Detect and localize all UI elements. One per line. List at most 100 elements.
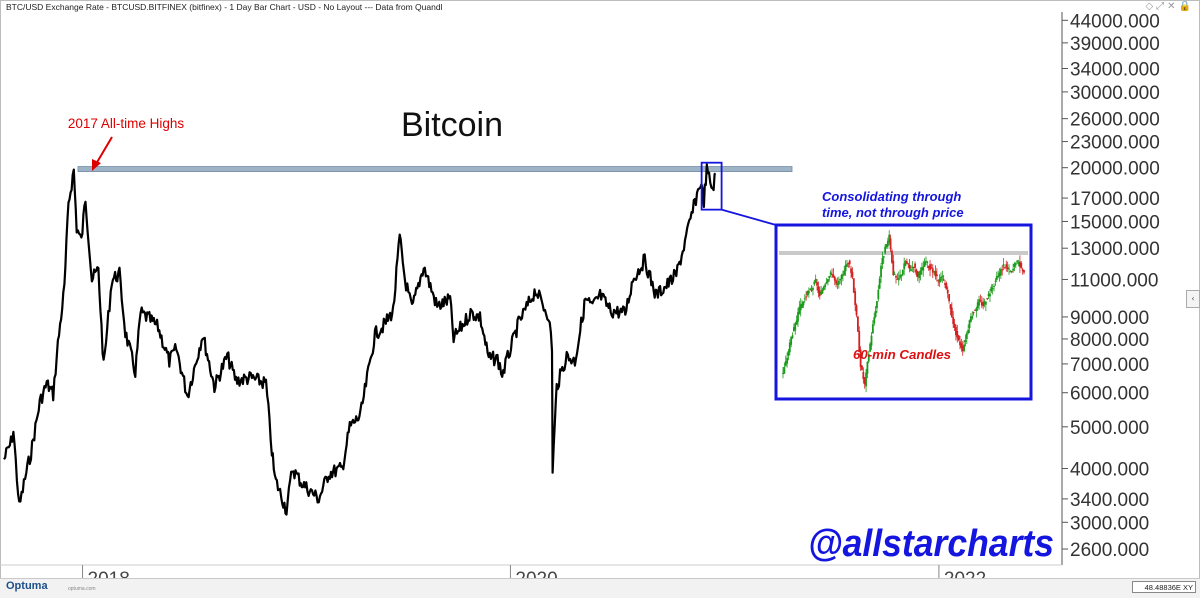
inset-candle-body xyxy=(854,291,857,306)
inset-candle-body xyxy=(945,283,948,290)
inset-candle-body xyxy=(827,278,829,283)
inset-candle-body xyxy=(975,308,978,312)
y-tick-label: 3400.000 xyxy=(1070,490,1149,511)
inset-candle-body xyxy=(821,289,824,294)
y-tick-label: 8000.000 xyxy=(1070,330,1149,351)
bottom-status-bar xyxy=(0,578,1200,598)
inset-candle-body xyxy=(1020,263,1023,268)
inset-candle-body xyxy=(903,263,906,270)
inset-candle-body xyxy=(918,272,921,279)
inset-candle-body xyxy=(978,299,980,306)
inset-candle-body xyxy=(995,276,998,280)
inset-candle-body xyxy=(792,327,795,331)
y-tick-label: 20000.000 xyxy=(1070,159,1160,180)
consolidating-line-2: time, not through price xyxy=(822,205,964,220)
inset-candle-body xyxy=(840,274,843,280)
inset-candle-body xyxy=(1008,268,1010,270)
inset-candle-body xyxy=(856,316,859,332)
inset-candle-body xyxy=(874,310,877,318)
inset-candle-body xyxy=(922,266,925,271)
y-tick-label: 44000.000 xyxy=(1070,11,1160,32)
inset-candle-body xyxy=(961,345,964,352)
watermark-handle: @allstarcharts xyxy=(808,523,1054,565)
inset-candle-body xyxy=(881,257,884,265)
inset-candle-body xyxy=(895,276,897,278)
inset-candle-body xyxy=(931,268,934,273)
inset-candle-body xyxy=(788,342,791,353)
resistance-line xyxy=(77,166,793,172)
chevron-left-icon[interactable]: ‹ xyxy=(1186,290,1200,308)
inset-candle-body xyxy=(820,291,823,295)
inset-candle-body xyxy=(952,316,955,325)
inset-candle-body xyxy=(899,274,901,278)
optuma-logo-text: Optuma xyxy=(6,580,48,592)
inset-candle-body xyxy=(923,261,926,267)
inset-candle-body xyxy=(896,278,899,280)
inset-candle-body xyxy=(806,290,809,296)
inset-candle-body xyxy=(802,301,805,306)
inset-candle-body xyxy=(869,343,872,352)
inset-candle-body xyxy=(831,274,833,276)
inset-candle-body xyxy=(983,301,986,305)
inset-candle-body xyxy=(798,306,801,314)
inset-candle-body xyxy=(787,351,790,356)
inset-candle-body xyxy=(812,287,814,290)
inset-candle-body xyxy=(844,264,847,272)
inset-candle-body xyxy=(994,280,997,282)
callout-connector-line xyxy=(721,208,777,226)
y-tick-label: 2600.000 xyxy=(1070,540,1149,561)
inset-candle-body xyxy=(990,286,993,292)
inset-candle-body xyxy=(822,286,825,290)
inset-candle-body xyxy=(809,288,812,290)
optuma-logo: Optuma xyxy=(6,580,48,592)
lock-icon[interactable]: 🔒 xyxy=(1178,1,1194,12)
ath-label: 2017 All-time Highs xyxy=(68,116,185,131)
inset-candle-body xyxy=(848,260,851,265)
close-icon[interactable]: ✕ xyxy=(1167,1,1179,12)
expand-icon[interactable]: ⤢ xyxy=(1156,1,1168,12)
inset-candle-body xyxy=(920,267,923,271)
diamond-icon[interactable]: ◇ xyxy=(1145,1,1157,12)
inset-candle-body xyxy=(851,271,854,278)
inset-candle-body xyxy=(907,263,910,265)
ath-arrow-head xyxy=(92,159,101,171)
inset-candle-body xyxy=(967,329,970,334)
inset-candle-body xyxy=(925,260,927,262)
inset-candle-body xyxy=(805,296,808,298)
inset-candle-body xyxy=(877,289,880,300)
window-controls[interactable]: ◇⤢✕🔒 xyxy=(1145,1,1194,12)
y-tick-label: 5000.000 xyxy=(1070,418,1149,439)
inset-candle-body xyxy=(960,343,963,348)
inset-candle-body xyxy=(911,266,914,268)
y-tick-label: 4000.000 xyxy=(1070,460,1149,481)
inset-candle-body xyxy=(885,244,888,248)
inset-candle-body xyxy=(814,278,817,283)
inset-candle-body xyxy=(862,371,865,380)
inset-candle-body xyxy=(933,271,936,273)
inset-candle-body xyxy=(859,349,862,368)
inset-candle-body xyxy=(986,298,989,300)
y-tick-label: 34000.000 xyxy=(1070,60,1160,81)
inset-candle-body xyxy=(784,361,787,366)
inset-candle-body xyxy=(946,289,949,294)
inset-candle-body xyxy=(915,269,918,275)
inset-candle-body xyxy=(1010,271,1013,273)
inset-candle-body xyxy=(1004,267,1006,269)
inset-candle-body xyxy=(942,279,945,281)
inset-candle-body xyxy=(829,272,832,275)
inset-candle-body xyxy=(927,266,930,268)
inset-candle-body xyxy=(803,298,806,300)
y-tick-label: 9000.000 xyxy=(1070,308,1149,329)
inset-candle-body xyxy=(782,373,784,375)
inset-candle-body xyxy=(930,267,933,269)
inset-candle-body xyxy=(919,270,922,275)
inset-candle-body xyxy=(972,312,975,314)
y-tick-label: 23000.000 xyxy=(1070,133,1160,154)
inset-candle-body xyxy=(989,293,991,297)
inset-candle-body xyxy=(971,316,974,319)
y-tick-label: 17000.000 xyxy=(1070,189,1160,210)
inset-candle-body xyxy=(825,281,828,284)
btc-price-line xyxy=(3,163,717,516)
inset-candle-body xyxy=(1005,264,1008,268)
